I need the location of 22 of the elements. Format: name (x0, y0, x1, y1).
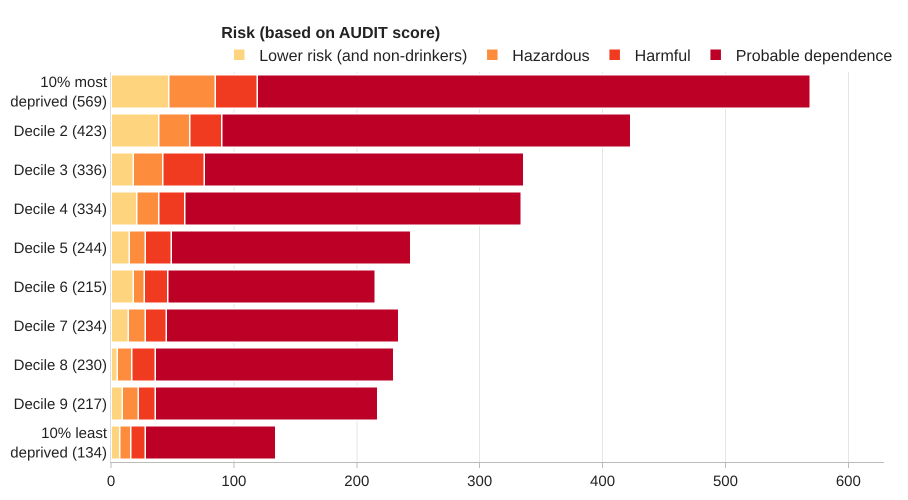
legend-label: Probable dependence (736, 48, 892, 65)
y-tick-label: Decile 7 (234) (14, 318, 107, 335)
legend-title: Risk (based on AUDIT score) (221, 24, 440, 42)
legend-label: Harmful (634, 48, 691, 65)
y-tick-label: Decile 9 (217) (14, 396, 107, 413)
y-tick-label: Decile 2 (423) (14, 122, 107, 140)
legend-label: Hazardous (512, 48, 590, 65)
y-tick-label: 10% least deprived (134) (10, 425, 108, 462)
x-tick-label: 500 (712, 473, 738, 490)
y-tick-label: Decile 4 (334) (14, 200, 107, 218)
y-tick-label: Decile 5 (244) (14, 240, 107, 257)
y-tick-label: Decile 6 (215) (14, 278, 107, 296)
y-tick-label: Decile 3 (336) (14, 162, 107, 179)
legend-label: Lower risk (and non-drinkers) (259, 48, 468, 65)
y-tick-label: 10% most deprived (569) (10, 74, 108, 110)
x-tick-label: 100 (221, 473, 246, 490)
x-tick-label: 600 (836, 473, 861, 490)
y-tick-label: Decile 8 (230) (14, 356, 107, 374)
x-tick-label: 300 (467, 473, 492, 490)
x-tick-label: 0 (106, 473, 116, 490)
x-tick-label: 200 (344, 473, 370, 490)
x-tick-label: 400 (590, 473, 616, 490)
